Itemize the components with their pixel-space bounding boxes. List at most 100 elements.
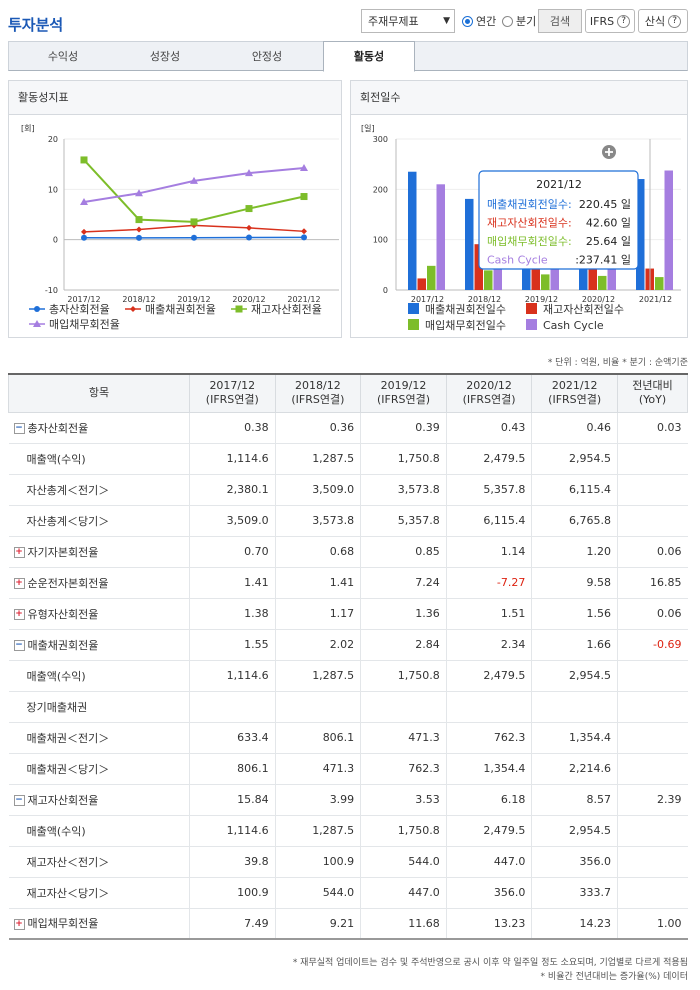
table-cell: [445, 691, 532, 723]
column-header-label: 항목: [88, 386, 110, 400]
data-point[interactable]: [190, 176, 198, 184]
bar[interactable]: [655, 277, 664, 290]
table-cell: 3,509.0: [274, 474, 361, 506]
data-point[interactable]: [191, 234, 197, 241]
ifrs-help-button[interactable]: IFRS ?: [585, 9, 635, 33]
table-cell: 1.51: [445, 598, 532, 630]
data-point[interactable]: [245, 169, 253, 177]
y-tick-label: 20: [48, 135, 58, 144]
table-cell: 1,287.5: [274, 815, 361, 847]
row-label-cell[interactable]: − 매출채권회전율: [8, 629, 190, 661]
legend-label[interactable]: Cash Cycle: [543, 319, 604, 332]
expand-icon[interactable]: +: [13, 547, 25, 558]
table-cell: 6.18: [445, 784, 532, 816]
row-label-cell: 매출액(수익): [8, 815, 190, 847]
series-line: [83, 167, 305, 203]
data-point[interactable]: [245, 205, 253, 213]
tab-activity[interactable]: 활동성: [323, 41, 415, 72]
data-point[interactable]: [246, 234, 252, 241]
table-cell: 1.38: [189, 598, 276, 630]
data-point[interactable]: [190, 218, 198, 226]
data-point[interactable]: [135, 189, 143, 197]
x-tick-label: 2019/12: [525, 295, 558, 304]
legend-label[interactable]: 매입채무회전일수: [425, 318, 506, 332]
radio-annual-icon[interactable]: [462, 15, 473, 27]
column-header-label: 2021/12: [551, 379, 598, 393]
table-row: 매출액(수익) 1,114.6 1,287.5 1,750.8 2,479.5 2,954…: [8, 443, 688, 475]
row-label-cell[interactable]: + 유형자산회전율: [8, 598, 190, 630]
bar[interactable]: [664, 170, 674, 290]
radio-annual-label: 연간: [476, 15, 497, 28]
column-header: 2017/12 (IFRS연결): [189, 373, 276, 413]
data-point[interactable]: [80, 197, 88, 205]
tooltip-row-value: 42.60 일: [586, 216, 631, 230]
row-label: 매출채권＜전기＞: [26, 731, 110, 745]
table-cell: 806.1: [189, 753, 276, 785]
legend-label[interactable]: 재고자산회전율: [251, 303, 322, 316]
bar[interactable]: [436, 184, 446, 290]
statement-type-select[interactable]: 주재무제표 ▼: [361, 9, 455, 33]
column-header-label: 2019/12: [380, 379, 427, 393]
row-label-cell[interactable]: + 자기자본회전율: [8, 536, 190, 568]
data-point[interactable]: [80, 156, 88, 164]
search-button[interactable]: 검색: [538, 9, 582, 33]
collapse-icon[interactable]: −: [13, 640, 25, 651]
data-point[interactable]: [246, 224, 252, 231]
expand-icon[interactable]: +: [13, 578, 25, 589]
tab-growth[interactable]: 성장성: [149, 50, 181, 63]
table-cell: [617, 474, 688, 506]
legend-label[interactable]: 매출채권회전율: [145, 303, 216, 316]
bar[interactable]: [588, 260, 598, 290]
tab-stability[interactable]: 안정성: [251, 50, 283, 63]
expand-icon[interactable]: +: [13, 918, 25, 930]
legend-label[interactable]: 재고자산회전일수: [543, 302, 624, 316]
bar[interactable]: [636, 179, 645, 290]
tooltip-title: 2021/12: [536, 178, 582, 191]
formula-help-button[interactable]: 산식 ?: [638, 9, 688, 33]
bar[interactable]: [427, 265, 436, 290]
legend-label[interactable]: 매입채무회전율: [49, 318, 120, 331]
radio-annual[interactable]: 연간: [462, 13, 496, 29]
bar[interactable]: [484, 270, 493, 290]
legend-label[interactable]: 매출채권회전일수: [425, 302, 506, 316]
table-cell: 2.02: [274, 629, 361, 661]
data-point[interactable]: [301, 234, 307, 241]
radio-quarter[interactable]: 분기: [502, 13, 536, 29]
table-cell: 9.58: [531, 567, 618, 599]
data-point[interactable]: [300, 164, 308, 172]
x-tick-label: 2021/12: [639, 295, 672, 304]
collapse-icon[interactable]: −: [13, 423, 25, 434]
table-cell: 2,479.5: [445, 660, 532, 692]
data-point[interactable]: [135, 216, 143, 224]
data-point[interactable]: [81, 228, 87, 235]
tooltip-row-label: 매출채권회전일수:: [487, 197, 572, 211]
table-cell: 0.36: [274, 412, 361, 444]
data-point[interactable]: [81, 234, 87, 241]
table-cell: 100.9: [189, 877, 276, 909]
bar[interactable]: [417, 278, 427, 290]
row-label-cell: 매출채권＜전기＞: [8, 722, 190, 754]
radio-quarter-icon[interactable]: [502, 15, 513, 27]
data-point[interactable]: [136, 234, 142, 241]
table-cell: [617, 660, 688, 692]
collapse-icon[interactable]: −: [13, 795, 25, 806]
bar[interactable]: [408, 171, 417, 290]
row-label-cell[interactable]: − 재고자산회전율: [8, 784, 190, 816]
bar[interactable]: [598, 275, 607, 290]
data-point[interactable]: [300, 193, 308, 201]
y-unit-label: [일]: [361, 124, 375, 133]
bar[interactable]: [541, 274, 550, 290]
data-point[interactable]: [301, 228, 307, 235]
table-cell: 762.3: [360, 753, 447, 785]
data-point[interactable]: [136, 226, 142, 233]
tab-profitability[interactable]: 수익성: [47, 50, 79, 63]
row-label-cell[interactable]: + 매입채무회전율: [8, 908, 190, 940]
row-label-cell[interactable]: − 총자산회전율: [8, 412, 190, 444]
bar[interactable]: [474, 244, 484, 290]
table-cell: 447.0: [360, 877, 447, 909]
legend-label[interactable]: 총자산회전율: [49, 303, 110, 316]
table-cell: 1,750.8: [360, 660, 447, 692]
expand-icon[interactable]: +: [13, 609, 25, 620]
bar[interactable]: [465, 198, 474, 290]
row-label-cell[interactable]: + 순운전자본회전율: [8, 567, 190, 599]
